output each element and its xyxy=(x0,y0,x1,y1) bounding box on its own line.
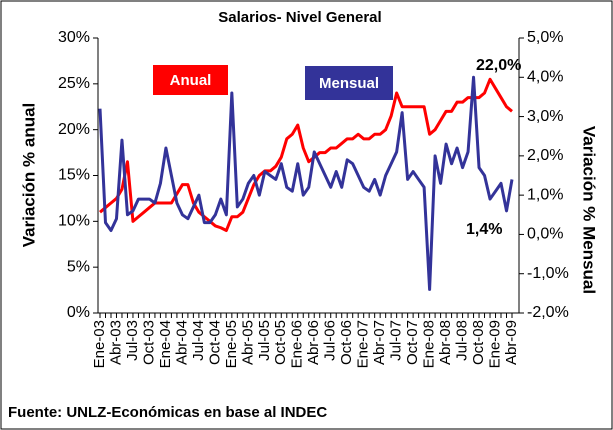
x-tick-label: Ene-05 xyxy=(223,320,240,368)
y-tick-label: 20% xyxy=(58,121,90,138)
x-tick-label: Ene-08 xyxy=(421,320,438,368)
x-tick-label: Abr-04 xyxy=(173,320,190,365)
y-tick-label: 5% xyxy=(67,258,90,275)
annotation: 1,4% xyxy=(466,221,502,238)
annotation: 22,0% xyxy=(476,57,521,74)
x-tick-label: Ene-07 xyxy=(355,320,372,368)
x-tick-label: Abr-07 xyxy=(371,320,388,365)
y2-tick-label: 5,0% xyxy=(527,29,563,46)
y-tick-label: 15% xyxy=(58,167,90,184)
x-tick-label: Oct-07 xyxy=(404,320,421,365)
x-tick-label: Abr-05 xyxy=(239,320,256,365)
x-tick-label: Jul-04 xyxy=(190,320,207,361)
y2-tick-label: 2,0% xyxy=(527,147,563,164)
y-tick-label: 10% xyxy=(58,213,90,230)
x-tick-label: Ene-09 xyxy=(486,320,503,368)
x-tick-label: Oct-03 xyxy=(140,320,157,365)
x-tick-label: Jul-05 xyxy=(256,320,273,361)
y-tick-label: 0% xyxy=(67,304,90,321)
x-tick-label: Abr-06 xyxy=(305,320,322,365)
x-tick-label: Jul-03 xyxy=(124,320,141,361)
y-axis-title: Variación % anual xyxy=(19,103,38,248)
legend-box xyxy=(305,66,393,100)
y-tick-label: 30% xyxy=(58,29,90,46)
y2-tick-label: 0,0% xyxy=(527,226,563,243)
x-tick-label: Ene-04 xyxy=(157,320,174,368)
y2-tick-label: 3,0% xyxy=(527,108,563,125)
legend-box xyxy=(153,65,228,95)
legend-label: Anual xyxy=(170,72,212,89)
x-tick-label: Ene-03 xyxy=(91,320,108,368)
x-tick-label: Abr-09 xyxy=(503,320,520,365)
x-tick-label: Jul-08 xyxy=(454,320,471,361)
y2-tick-label: -1,0% xyxy=(527,265,569,282)
x-tick-label: Oct-05 xyxy=(272,320,289,365)
x-tick-label: Jul-06 xyxy=(322,320,339,361)
x-tick-label: Oct-08 xyxy=(470,320,487,365)
y2-tick-label: -2,0% xyxy=(527,304,569,321)
source: Fuente: UNLZ-Económicas en base al INDEC xyxy=(8,404,327,421)
x-tick-label: Oct-06 xyxy=(338,320,355,365)
x-tick-label: Abr-08 xyxy=(437,320,454,365)
x-tick-label: Oct-04 xyxy=(206,320,223,365)
x-tick-label: Abr-03 xyxy=(107,320,124,365)
series-line xyxy=(98,75,514,291)
y-tick-label: 25% xyxy=(58,75,90,92)
chart-title: Salarios- Nivel General xyxy=(218,9,381,26)
x-tick-label: Jul-07 xyxy=(388,320,405,361)
y2-axis-title: Variación % Mensual xyxy=(580,126,599,294)
y2-tick-label: 4,0% xyxy=(527,69,563,86)
series-line xyxy=(99,77,513,232)
legend-label: Mensual xyxy=(319,75,379,92)
y2-tick-label: 1,0% xyxy=(527,186,563,203)
x-tick-label: Ene-06 xyxy=(289,320,306,368)
